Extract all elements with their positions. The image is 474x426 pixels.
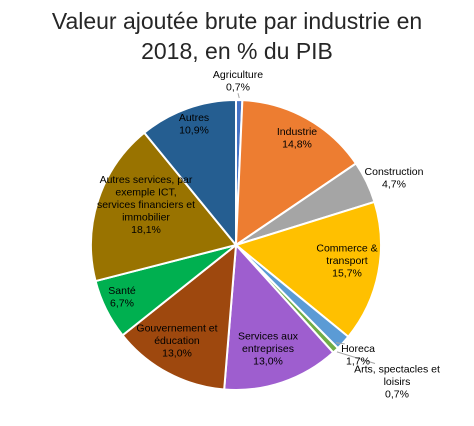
slice-name-text: Autres [179,112,209,124]
leader-line [335,342,345,345]
slice-name-text: Gouvernement et [136,323,217,335]
slice-value-text: 14,8% [282,138,312,150]
slice-label: Arts, spectacles et loisirs 0,7% [354,364,440,401]
pie-slices [90,98,382,391]
leader-line [237,93,240,99]
slice-value-text: 15,7% [332,268,362,280]
slice-name-text: services financiers et [97,199,195,211]
slice-value-text: 1,7% [346,355,370,367]
slice-name-text: Commerce & [316,243,377,255]
slice-label: Autres 10,9% [179,112,209,137]
slice-name-text: Services aux [238,331,299,343]
pie-slice [234,99,358,247]
slice-label: Gouvernement et éducation 13,0% [136,323,217,360]
slice-name-text: loisirs [384,376,411,388]
pie-slice [233,200,382,339]
slice-value-text: 0,7% [226,81,250,93]
slice-label: Autres services, par exemple ICT, services… [97,174,195,236]
slice-label: Industrie 14,8% [277,126,317,151]
pie-slice [121,242,238,391]
slice-name-text: éducation [154,335,200,347]
slice-label: Commerce & transport 15,7% [316,243,377,280]
slice-name-text: Autres services, par [100,174,193,186]
chart-title-line1: Valeur ajoutée brute par industrie en [51,8,423,34]
leader-lines [237,93,376,364]
slice-label: Santé 6,7% [108,285,136,310]
slice-name-text: entreprises [242,343,294,355]
slice-value-text: 13,0% [162,348,192,360]
slice-name-text: Industrie [277,126,317,138]
slice-name-text: Horeca [341,343,375,355]
slice-name-text: Construction [365,166,424,178]
slice-value-text: 0,7% [385,389,409,401]
slice-value-text: 13,0% [253,356,283,368]
slice-label: Construction 4,7% [365,166,424,191]
slice-label: Services aux entreprises 13,0% [238,331,299,368]
chart-title-line2: 2018, en % du PIB [141,38,333,64]
pie-labels: Agriculture 0,7%Industrie 14,8%Constructio… [97,69,440,401]
leader-line [336,351,376,364]
chart-title: Valeur ajoutée brute par industrie en 20… [0,6,474,66]
slice-value-text: 4,7% [382,178,406,190]
slice-value-text: 6,7% [110,297,134,309]
slice-name-text: transport [326,255,368,267]
pie-slice [90,131,238,283]
slice-name-text: immobilier [122,212,170,224]
slice-value-text: 10,9% [179,124,209,136]
pie-slice [223,242,335,391]
slice-value-text: 18,1% [131,224,161,236]
slice-label: Agriculture 0,7% [213,69,263,94]
pie-slice [142,98,237,248]
slice-name-text: Agriculture [213,69,263,81]
slice-label: Horeca 1,7% [341,343,375,368]
slice-name-text: exemple ICT, [115,187,176,199]
slice-name-text: Arts, spectacles et [354,364,440,376]
slice-name-text: Santé [108,285,136,297]
